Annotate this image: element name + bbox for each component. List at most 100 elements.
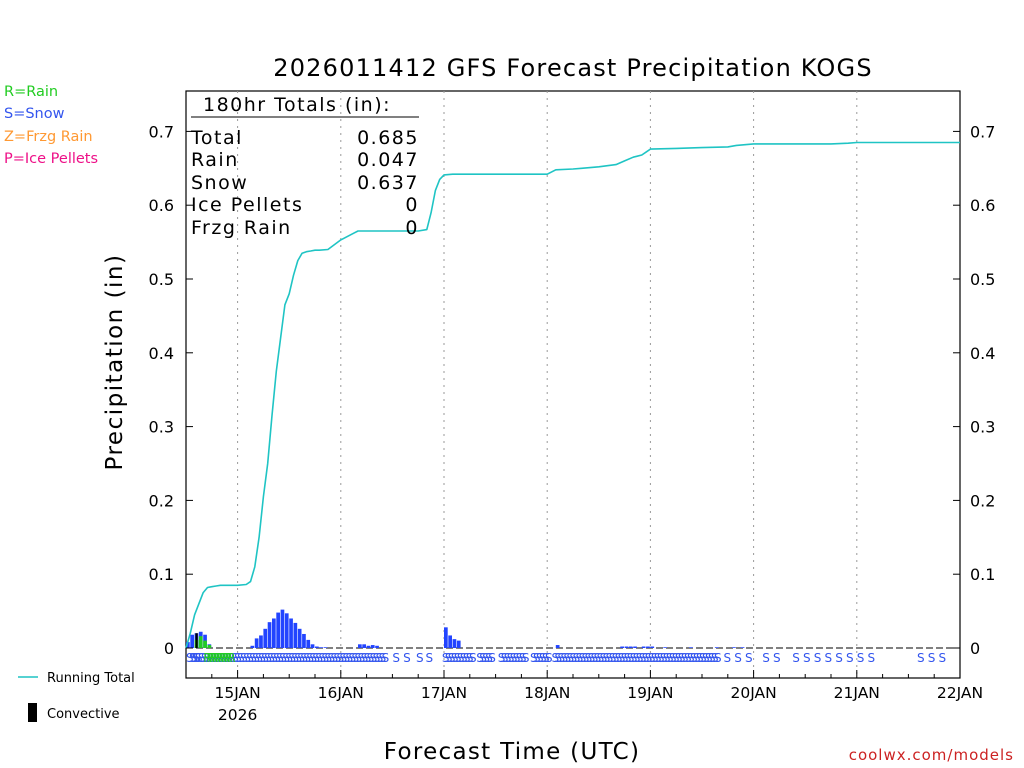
snow-ptype-mark: S [545, 651, 553, 665]
snow-ptype-mark: S [678, 651, 686, 665]
snow-bar [370, 645, 375, 648]
snow-ptype-mark: S [321, 651, 329, 665]
convective-legend-swatch [28, 703, 37, 722]
snow-ptype-mark: S [773, 651, 781, 665]
snow-ptype-mark: S [510, 651, 518, 665]
snow-bar [624, 646, 629, 648]
snow-bar [323, 647, 328, 648]
snow-ptype-mark: S [246, 651, 254, 665]
rain-ptype-mark: R [206, 651, 214, 665]
snow-bar [315, 646, 319, 648]
snow-ptype-mark: S [237, 651, 245, 665]
running-total-line [185, 141, 960, 649]
y-tick-label-right: 0 [970, 639, 980, 658]
snow-bar [740, 647, 745, 648]
x-tick-label: 22JAN [937, 684, 983, 702]
snow-ptype-mark: S [588, 651, 596, 665]
y-axis-left: 0 0.1 0.2 0.3 0.4 0.5 0.6 0.7 [149, 122, 193, 658]
snow-ptype-mark: S [198, 651, 206, 665]
snow-bar [620, 646, 624, 648]
snow-ptype-mark: S [636, 651, 644, 665]
rain-bar [207, 645, 212, 648]
snow-ptype-mark: S [376, 651, 384, 665]
snow-ptype-mark: S [642, 651, 650, 665]
y-axis-label: Precipitation (in) [102, 254, 128, 471]
snow-ptype-mark: S [309, 651, 317, 665]
snow-bar [456, 640, 461, 648]
snow-ptype-mark: S [612, 651, 620, 665]
snow-ptype-mark: S [687, 651, 695, 665]
snow-bar [366, 645, 371, 648]
snow-ptype-mark: S [917, 651, 925, 665]
snow-ptype-mark: S [648, 651, 656, 665]
snow-ptype-mark: S [392, 651, 400, 665]
snow-bar [280, 609, 285, 648]
snow-ptype-mark: S [333, 651, 341, 665]
snow-ptype-mark: S [306, 651, 314, 665]
snow-ptype-mark: S [501, 651, 509, 665]
rain-ptype-mark: R [227, 651, 235, 665]
snow-ptype-mark: S [576, 651, 584, 665]
rain-ptype-mark: R [221, 651, 229, 665]
snow-ptype-mark: S [633, 651, 641, 665]
ptype-legend: R=Rain S=Snow Z=Frzg Rain P=Ice Pellets [4, 84, 98, 167]
snow-ptype-mark: S [479, 651, 487, 665]
snow-bar [267, 622, 272, 648]
snow-ptype-mark: S [255, 651, 263, 665]
snow-ptype-mark: S [835, 651, 843, 665]
snow-ptype-mark: S [702, 651, 710, 665]
snow-ptype-mark: S [654, 651, 662, 665]
snow-ptype-mark: S [868, 651, 876, 665]
snow-bar [689, 647, 693, 648]
snow-ptype-mark: S [186, 651, 194, 665]
snow-ptype-mark: S [814, 651, 822, 665]
x-tick-label: 18JAN [524, 684, 570, 702]
snow-ptype-mark: S [448, 651, 456, 665]
snow-ptype-mark: S [591, 651, 599, 665]
snow-bar [254, 638, 259, 648]
rain-ptype-mark: R [218, 651, 226, 665]
snow-bar [555, 645, 560, 648]
snow-ptype-mark: S [315, 651, 323, 665]
snow-ptype-mark: S [337, 651, 345, 665]
snow-ptype-mark: S [482, 651, 490, 665]
snow-ptype-mark: S [403, 651, 411, 665]
legend-ice-pellets: P=Ice Pellets [4, 151, 98, 167]
totals-value-total: 0.685 [357, 127, 419, 149]
snow-bar [452, 639, 457, 648]
totals-value-freezing-rain: 0 [405, 217, 419, 239]
x-tick-label: 21JAN [834, 684, 880, 702]
snow-ptype-mark: S [364, 651, 372, 665]
snow-ptype-mark: S [367, 651, 375, 665]
snow-ptype-mark: S [276, 651, 284, 665]
y-tick-label-left: 0.1 [149, 565, 174, 584]
credit-text: coolwx.com/models [849, 746, 1014, 764]
running-total-group [185, 141, 960, 649]
plot-frame [185, 90, 961, 679]
snow-ptype-mark: S [539, 651, 547, 665]
snow-ptype-mark: S [442, 651, 450, 665]
snow-ptype-mark: S [705, 651, 713, 665]
snow-ptype-mark: S [734, 651, 742, 665]
y-tick-label-right: 0.1 [970, 565, 995, 584]
snow-bar [293, 622, 298, 648]
y-tick-label-right: 0.6 [970, 196, 995, 215]
snow-ptype-mark: S [288, 651, 296, 665]
y-tick-label-left: 0.6 [149, 196, 174, 215]
snow-ptype-mark: S [533, 651, 541, 665]
totals-label-ice-pellets: Ice Pellets [191, 194, 303, 216]
convective-legend-label: Convective [47, 707, 120, 722]
snow-ptype-mark: S [249, 651, 257, 665]
snow-ptype-mark: S [343, 651, 351, 665]
x-tick-label: 15JAN [214, 684, 260, 702]
snow-ptype-mark: S [825, 651, 833, 665]
snow-ptype-mark: S [225, 651, 233, 665]
snow-ptype-mark: S [485, 651, 493, 665]
snow-ptype-mark: S [672, 651, 680, 665]
snow-ptype-mark: S [382, 651, 390, 665]
x-tick-label: 17JAN [421, 684, 467, 702]
legend-freezing-rain: Z=Frzg Rain [4, 129, 93, 145]
snow-ptype-mark: S [675, 651, 683, 665]
snow-ptype-mark: S [582, 651, 590, 665]
snow-ptype-mark: S [349, 651, 357, 665]
